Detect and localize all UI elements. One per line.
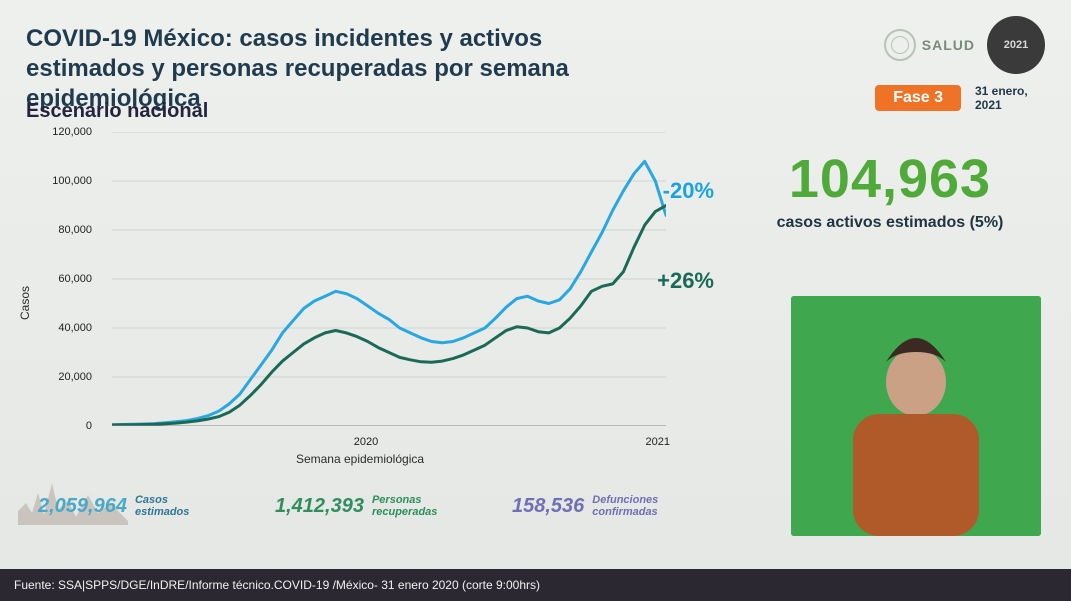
annotation-incidentes: -20% bbox=[663, 178, 714, 204]
annotation-activos: +26% bbox=[657, 268, 714, 294]
source-bar: Fuente: SSA|SPPS/DGE/InDRE/Informe técni… bbox=[0, 569, 1071, 601]
y-tick-label: 60,000 bbox=[32, 273, 92, 285]
subtitle: Escenario nacional bbox=[26, 100, 208, 123]
y-tick-label: 100,000 bbox=[32, 175, 92, 187]
footer-stat-value: 158,536 bbox=[512, 495, 584, 518]
x-label-2020: 2020 bbox=[354, 436, 378, 448]
salud-logo-icon bbox=[884, 29, 916, 61]
chart-plot-area bbox=[112, 132, 666, 426]
footer-stat-label: Defunciones confirmadas bbox=[592, 494, 682, 518]
y-tick-label: 120,000 bbox=[32, 126, 92, 138]
chart-container: Casos 020,00040,00060,00080,000100,00012… bbox=[50, 126, 670, 466]
x-label-2021: 2021 bbox=[646, 436, 670, 448]
series-casos_incidentes bbox=[112, 161, 666, 424]
x-axis-title: Semana epidemiológica bbox=[50, 452, 670, 466]
year-logo-text: 2021 bbox=[1004, 40, 1028, 51]
footer-stat: 158,536 Defunciones confirmadas bbox=[512, 494, 682, 518]
phase-badge: Fase 3 bbox=[875, 85, 961, 111]
y-tick-label: 40,000 bbox=[32, 322, 92, 334]
footer-stat-value: 2,059,964 bbox=[38, 495, 127, 518]
date-label: 31 enero, 2021 bbox=[975, 84, 1045, 113]
year-logo: 2021 bbox=[987, 16, 1045, 74]
y-tick-label: 20,000 bbox=[32, 371, 92, 383]
series-casos_activos bbox=[112, 206, 666, 426]
footer-stat: 1,412,393 Personas recuperadas bbox=[275, 494, 462, 518]
salud-logo-text: SALUD bbox=[922, 37, 975, 53]
footer-stat-label: Personas recuperadas bbox=[372, 494, 462, 518]
y-tick-label: 0 bbox=[32, 420, 92, 432]
y-axis-labels: 0 20,000 40,000 60,000 80,000 100,000 120,000 bbox=[32, 126, 102, 466]
sign-language-interpreter bbox=[791, 296, 1041, 536]
footer-stat-label: Casos estimados bbox=[135, 494, 225, 518]
footer-stats: 2,059,964 Casos estimados 1,412,393 Persona… bbox=[38, 494, 682, 518]
source-text: Fuente: SSA|SPPS/DGE/InDRE/Informe técni… bbox=[14, 578, 540, 592]
active-cases-label: casos activos estimados (5%) bbox=[735, 214, 1045, 232]
footer-stat: 2,059,964 Casos estimados bbox=[38, 494, 225, 518]
active-cases-number: 104,963 bbox=[735, 148, 1045, 210]
footer-stat-value: 1,412,393 bbox=[275, 495, 364, 518]
line-chart-svg bbox=[112, 132, 666, 426]
y-tick-label: 80,000 bbox=[32, 224, 92, 236]
salud-logo: SALUD bbox=[884, 29, 975, 61]
logos-block: SALUD 2021 bbox=[884, 16, 1045, 74]
y-axis-title: Casos bbox=[18, 286, 32, 320]
